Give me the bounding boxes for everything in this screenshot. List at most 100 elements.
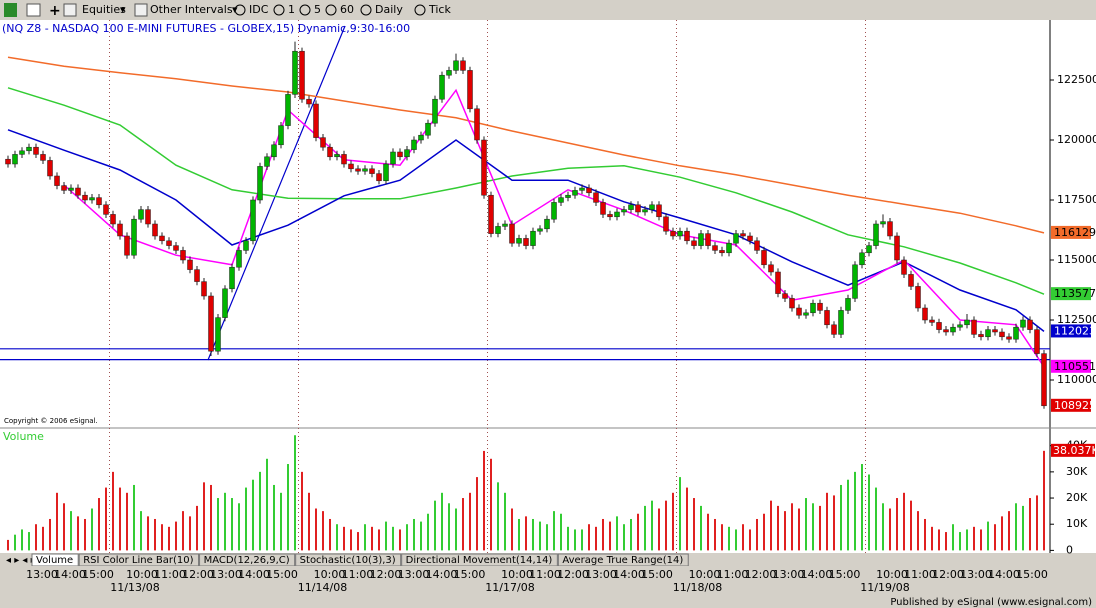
- candle-body: [964, 319, 970, 326]
- y-tick-label: 10K: [1066, 517, 1088, 530]
- volume-bar: [315, 508, 317, 551]
- candle-body: [243, 240, 249, 251]
- indicator-tab[interactable]: RSI Color Line Bar(10): [83, 555, 193, 566]
- volume-bar: [1008, 511, 1010, 551]
- volume-bar: [98, 498, 100, 551]
- candle-body: [383, 163, 389, 182]
- candle-body: [26, 146, 32, 152]
- volume-bar: [511, 508, 513, 551]
- volume-bar: [42, 526, 44, 551]
- x-tick-label: 11:00: [154, 568, 186, 581]
- day-dividers: [109, 20, 866, 553]
- candle-body: [999, 331, 1005, 338]
- indicator-tab[interactable]: Stochastic(10(3),3): [300, 555, 396, 566]
- candle-body: [740, 233, 746, 237]
- volume-bar: [875, 487, 877, 551]
- volume-bar: [518, 518, 520, 551]
- candle-body: [754, 240, 760, 251]
- candle-body: [761, 250, 767, 266]
- volume-bar: [385, 521, 387, 551]
- candle-body: [411, 139, 417, 150]
- volume-bar: [980, 529, 982, 551]
- indicator-tab[interactable]: Average True Range(14): [562, 555, 683, 566]
- volume-bar: [455, 508, 457, 551]
- volume-bar: [770, 500, 772, 551]
- indicator-tab[interactable]: Volume: [36, 555, 73, 566]
- x-tick-label: 15:00: [1016, 568, 1048, 581]
- candle-body: [1020, 319, 1026, 328]
- toolbar-item[interactable]: Tick: [428, 3, 451, 16]
- volume-bar: [476, 477, 478, 551]
- toolbar-item[interactable]: Equities: [82, 3, 126, 16]
- x-tick-label: 10:00: [126, 568, 158, 581]
- chart-area: [0, 20, 1096, 553]
- volume-bar: [917, 511, 919, 551]
- candle-body: [19, 150, 25, 155]
- volume-bar: [294, 435, 296, 551]
- candle-body: [12, 154, 18, 165]
- candle-body: [978, 334, 984, 338]
- toolbar-item[interactable]: Other Intervals: [150, 3, 233, 16]
- candle-body: [103, 204, 109, 215]
- candle-body: [873, 223, 879, 246]
- volume-bar: [252, 479, 254, 551]
- icon-radio: [273, 4, 285, 16]
- volume-bar: [574, 529, 576, 551]
- candle-body: [985, 329, 991, 338]
- toolbar-item[interactable]: 5: [314, 3, 321, 16]
- candle-body: [131, 218, 137, 256]
- volume-bar: [553, 511, 555, 551]
- volume-bar: [203, 482, 205, 551]
- x-tick-label: 15:00: [454, 568, 486, 581]
- value-box: [1051, 225, 1091, 239]
- candle-body: [75, 187, 81, 196]
- volume-bar: [147, 516, 149, 551]
- icon-symbol[interactable]: [63, 3, 77, 17]
- candle-body: [929, 319, 935, 323]
- toolbar-item[interactable]: 60: [340, 3, 354, 16]
- volume-bar: [504, 492, 506, 551]
- volume-bar: [350, 529, 352, 551]
- candle-body: [936, 322, 942, 330]
- volume-bar: [994, 524, 996, 551]
- indicator-tab[interactable]: Directional Movement(14,14): [406, 555, 553, 566]
- icon-add[interactable]: +: [49, 3, 61, 19]
- volume-bar: [406, 524, 408, 551]
- value-box: [1051, 398, 1091, 412]
- tab-scroll[interactable]: ◂ ▸ ◂ ▸: [6, 555, 36, 566]
- candle-body: [600, 202, 606, 215]
- icon-interval[interactable]: [134, 3, 148, 17]
- volume-bar: [749, 529, 751, 551]
- volume-bar: [84, 518, 86, 551]
- toolbar-item[interactable]: Daily: [375, 3, 403, 16]
- candle-body: [166, 240, 172, 246]
- x-tick-label: 15:00: [641, 568, 673, 581]
- candle-body: [523, 238, 529, 246]
- volume-bar: [273, 484, 275, 551]
- volume-bar: [861, 464, 863, 551]
- candle-body: [285, 94, 291, 126]
- candle-body: [222, 288, 228, 318]
- icon-save[interactable]: [26, 3, 41, 17]
- toolbar-item[interactable]: IDC: [249, 3, 269, 16]
- y-tick-label: 117500: [1057, 193, 1096, 206]
- chart-title: (NQ Z8 - NASDAQ 100 E-MINI FUTURES - GLO…: [2, 22, 410, 35]
- volume-bar: [602, 518, 604, 551]
- toolbar-item[interactable]: 1: [288, 3, 295, 16]
- candle-body: [390, 151, 396, 165]
- candle-body: [264, 156, 270, 167]
- candle-body: [565, 194, 571, 198]
- candle-body: [509, 223, 515, 244]
- x-tick-label: 15:00: [829, 568, 861, 581]
- volume-bar: [329, 518, 331, 551]
- volume-bar: [637, 513, 639, 551]
- y-tick-label: 0: [1066, 543, 1073, 556]
- icon-chart[interactable]: [4, 3, 17, 17]
- candle-body: [271, 144, 277, 158]
- volume-bar: [889, 508, 891, 551]
- volume-bar: [210, 484, 212, 551]
- candle-body: [229, 266, 235, 290]
- tabs: ◂ ▸ ◂ ▸ Volume RSI Color Line Bar(10) MACD…: [6, 553, 689, 567]
- indicator-tab[interactable]: MACD(12,26,9,C): [204, 555, 290, 566]
